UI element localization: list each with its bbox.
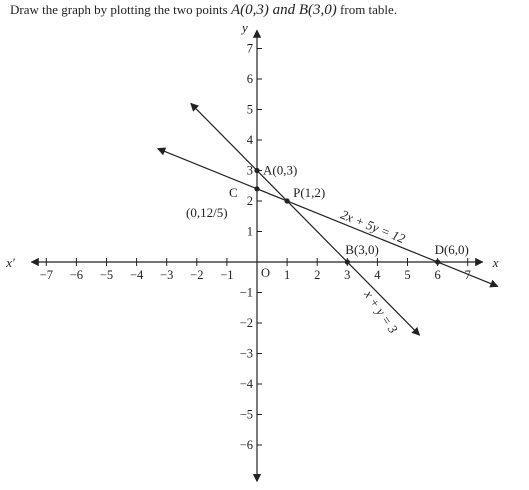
y-tick-label: −6 bbox=[240, 438, 253, 452]
x-tick-label: 4 bbox=[374, 268, 381, 282]
caption-and: and bbox=[268, 2, 299, 18]
x-tick-label: 3 bbox=[344, 268, 350, 282]
x-tick-label: 5 bbox=[404, 268, 410, 282]
point-B-label: B(3,0) bbox=[345, 242, 379, 257]
caption-point-a: A(0,3) bbox=[230, 2, 269, 18]
x-tick-label: −2 bbox=[190, 268, 203, 282]
points-layer bbox=[254, 167, 441, 265]
x-axis-label: x bbox=[492, 255, 499, 270]
x-tick-label: 2 bbox=[314, 268, 320, 282]
x-tick-label: −4 bbox=[130, 268, 144, 282]
x-tick-label: −3 bbox=[160, 268, 173, 282]
x-tick-label: −1 bbox=[220, 268, 233, 282]
x-tick-label: −6 bbox=[70, 268, 83, 282]
point-D-label: D(6,0) bbox=[435, 242, 469, 257]
y-tick-label: 5 bbox=[247, 103, 253, 117]
y-axis-label: y bbox=[240, 20, 248, 35]
point-D bbox=[435, 259, 441, 265]
y-tick-label: 2 bbox=[247, 194, 253, 208]
point-B bbox=[344, 259, 350, 265]
caption: Draw the graph by plotting the two point… bbox=[10, 2, 525, 19]
y-tick-label: 7 bbox=[247, 42, 253, 56]
caption-text-after: from table. bbox=[336, 2, 398, 17]
x-tick-label: −5 bbox=[100, 268, 113, 282]
y-tick-label: −5 bbox=[240, 408, 253, 422]
axes-layer bbox=[30, 29, 484, 483]
origin-label: O bbox=[261, 266, 270, 280]
y-tick-label: 1 bbox=[247, 225, 253, 239]
y-tick-label: −4 bbox=[240, 377, 254, 391]
y-tick-label: 4 bbox=[247, 133, 254, 147]
point-C bbox=[254, 186, 260, 192]
line1-equation-label: x + y = 3 bbox=[361, 286, 401, 336]
y-tick-label: 3 bbox=[247, 164, 253, 178]
caption-point-b: B(3,0) bbox=[298, 2, 337, 18]
point-C-coord-label: (0,12/5) bbox=[186, 205, 228, 220]
x-tick-label: 1 bbox=[284, 268, 290, 282]
x-tick-label: 6 bbox=[434, 268, 440, 282]
x-tick-label: −7 bbox=[40, 268, 53, 282]
line2 bbox=[156, 147, 499, 288]
point-P-label: P(1,2) bbox=[293, 185, 325, 200]
caption-text-before: Draw the graph by plotting the two point… bbox=[10, 2, 231, 17]
y-tick-label: −3 bbox=[240, 347, 253, 361]
labels-layer: x x′ y y′ O −7 −6 −5 −4 −3 −2 −1 1 2 3 4 5 6 7 −6 −5 −4 −3 −2 −1… bbox=[5, 20, 499, 490]
y-tick-label: −2 bbox=[240, 316, 253, 330]
y-tick-label: 6 bbox=[247, 72, 253, 86]
point-A-label: A(0,3) bbox=[263, 163, 297, 178]
y-tick-label: −1 bbox=[240, 286, 253, 300]
point-A bbox=[254, 167, 260, 174]
y-neg-axis-label: y′ bbox=[252, 487, 263, 490]
point-P bbox=[284, 198, 290, 204]
x-tick-label: 7 bbox=[465, 268, 471, 282]
x-neg-axis-label: x′ bbox=[5, 255, 15, 270]
lines-layer bbox=[156, 102, 499, 336]
point-C-label: C bbox=[229, 185, 238, 200]
